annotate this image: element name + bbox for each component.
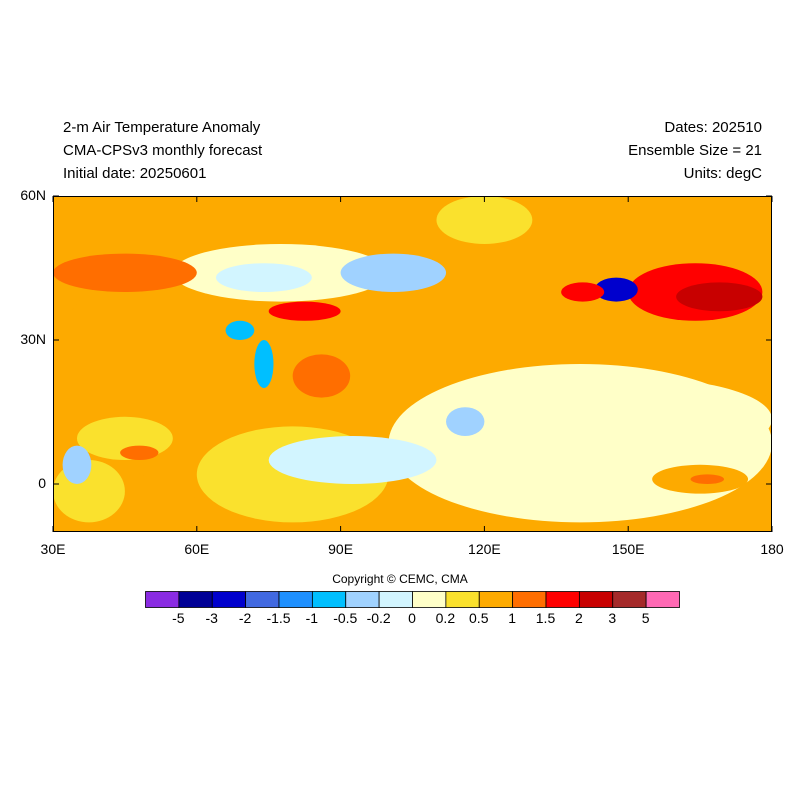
anomaly-region-15	[53, 253, 197, 292]
colorbar-swatch	[378, 591, 413, 608]
map-canvas	[52, 195, 773, 532]
colorbar-swatch	[645, 591, 680, 608]
units-label: Units: degC	[683, 165, 762, 182]
anomaly-map	[52, 195, 773, 532]
y-tick-label: 0	[38, 475, 46, 491]
colorbar-level-label: 0	[408, 610, 416, 626]
anomaly-region-19	[594, 277, 638, 302]
x-tick-label: 90E	[328, 541, 354, 557]
anomaly-region-18	[676, 282, 763, 312]
colorbar-swatch	[178, 591, 213, 608]
title-block-right: Dates: 202510 Ensemble Size = 21 Units: …	[628, 116, 762, 185]
anomaly-region-24	[225, 320, 255, 340]
colorbar-level-label: -1.5	[266, 610, 291, 626]
x-tick-label: 150E	[611, 541, 645, 557]
colorbar-swatch	[612, 591, 647, 608]
ensemble-size: Ensemble Size = 21	[628, 142, 762, 159]
colorbar-level-label: 0.5	[469, 610, 489, 626]
map-title: 2-m Air Temperature Anomaly	[63, 119, 261, 136]
colorbar-swatch	[412, 591, 447, 608]
colorbar-level-label: 3	[608, 610, 617, 626]
anomaly-region-2	[508, 378, 772, 460]
colorbar-level-label: 1	[508, 610, 517, 626]
colorbar-level-label: -0.5	[333, 610, 358, 626]
copyright: Copyright © CEMC, CMA	[332, 572, 468, 586]
x-tick-label: 120E	[468, 541, 501, 557]
colorbar-swatch	[278, 591, 313, 608]
colorbar-level-label: -0.2	[366, 610, 391, 626]
x-tick-label: 180	[760, 541, 784, 557]
colorbar-level-label: -5	[172, 610, 185, 626]
y-tick-label: 30N	[20, 331, 46, 347]
colorbar-swatch	[145, 591, 180, 608]
colorbar-swatch	[445, 591, 480, 608]
anomaly-region-16	[120, 445, 159, 460]
anomaly-region-4	[268, 436, 437, 484]
colorbar-swatch	[211, 591, 247, 608]
anomaly-region-8	[436, 196, 533, 244]
forecast-dates: Dates: 202510	[664, 119, 762, 136]
colorbar-swatch	[512, 591, 547, 608]
anomaly-region-23	[254, 340, 274, 388]
colorbar-swatch	[578, 591, 614, 608]
colorbar-swatch	[245, 591, 280, 608]
anomaly-region-20	[561, 282, 605, 302]
colorbar-level-label: -2	[238, 610, 252, 626]
anomaly-region-11	[62, 445, 92, 484]
initial-date: Initial date: 20250601	[63, 165, 207, 182]
anomaly-region-12	[446, 407, 485, 436]
colorbar-level-label: 2	[574, 610, 583, 626]
map-frame	[53, 196, 772, 532]
colorbar-swatch	[478, 591, 514, 608]
colorbar-level-label: -1	[305, 610, 319, 626]
anomaly-region-14	[268, 301, 341, 321]
model-name: CMA-CPSv3 monthly forecast	[63, 142, 263, 159]
anomaly-region-7	[215, 263, 312, 292]
anomaly-region-22	[690, 474, 725, 485]
title-block-left: 2-m Air Temperature Anomaly CMA-CPSv3 mo…	[63, 116, 262, 185]
colorbar-level-label: 0.2	[435, 610, 456, 626]
colorbar-swatch	[311, 591, 347, 608]
colorbar-level-label: 5	[641, 610, 650, 626]
colorbar	[145, 591, 680, 608]
colorbar-swatch	[545, 591, 580, 608]
x-tick-label: 30E	[40, 541, 66, 557]
y-tick-label: 60N	[20, 187, 46, 203]
colorbar-swatch	[345, 591, 380, 608]
anomaly-region-6	[340, 253, 447, 292]
colorbar-level-label: 1.5	[535, 610, 556, 626]
x-tick-label: 60E	[184, 541, 210, 557]
anomaly-region-13	[292, 354, 351, 398]
colorbar-level-label: -3	[205, 610, 218, 626]
